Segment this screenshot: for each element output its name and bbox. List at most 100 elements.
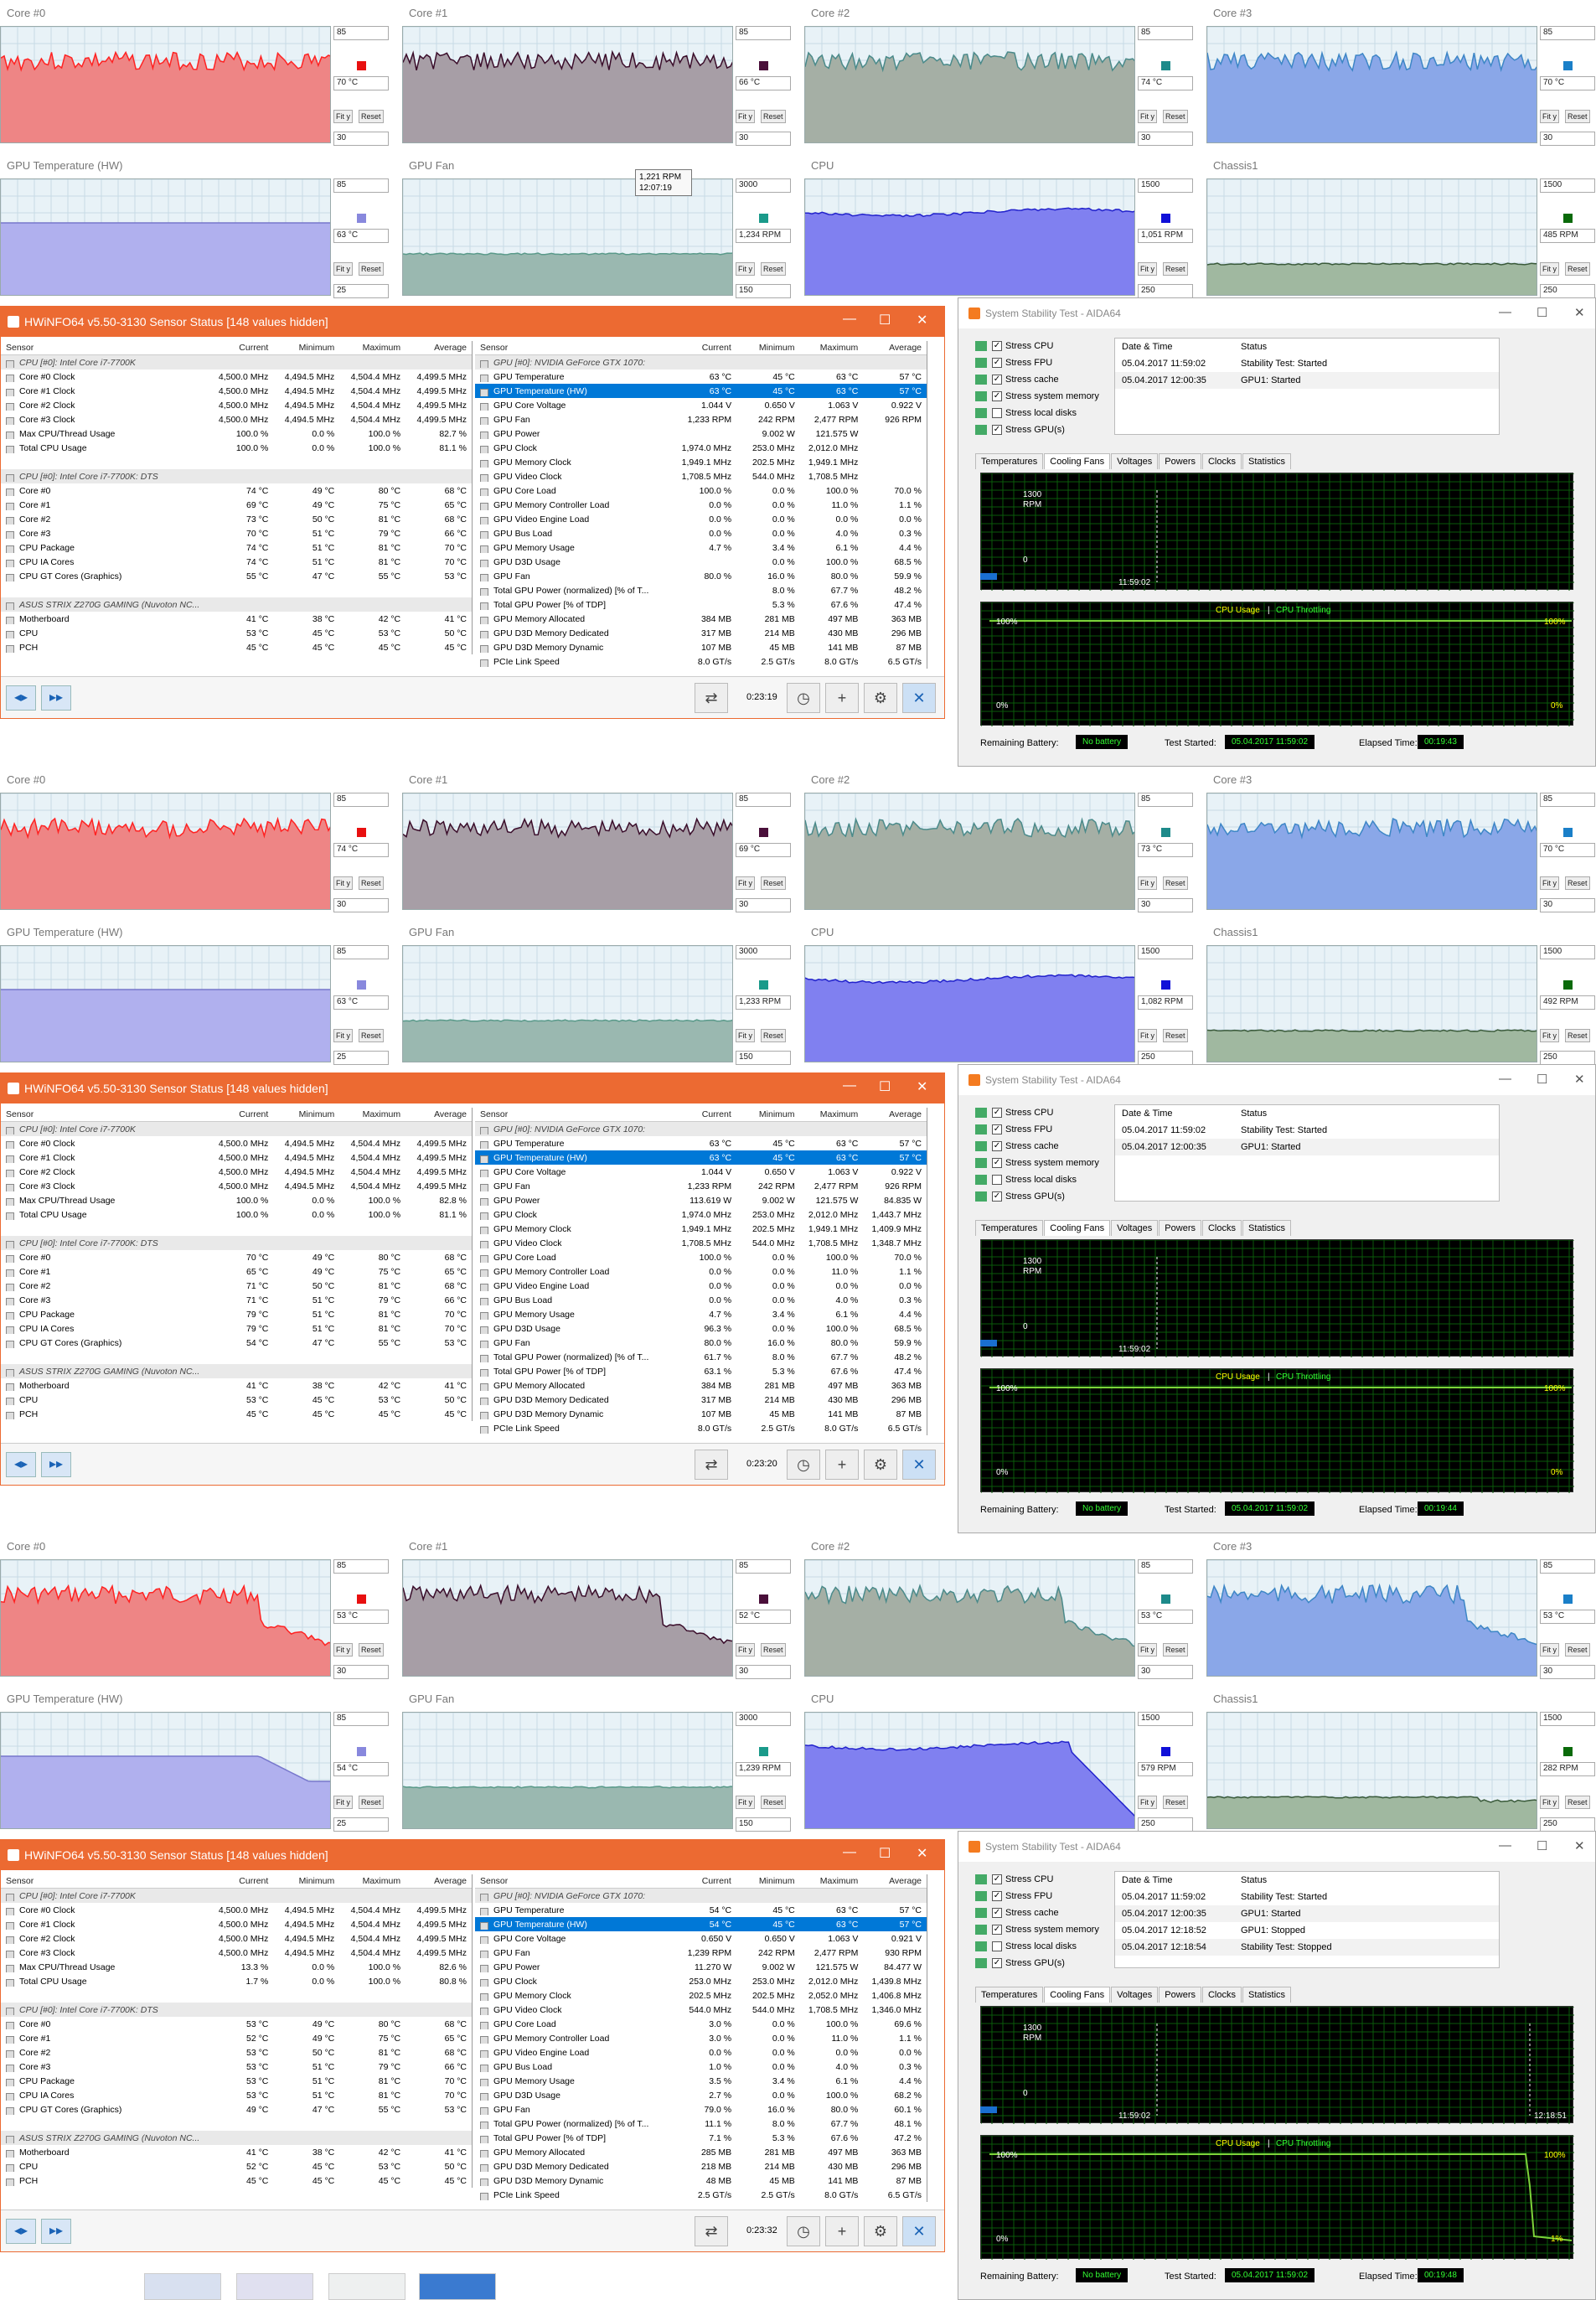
graph-max-field[interactable]: 85 [736, 793, 791, 807]
graph-max-field[interactable]: 1500 [1138, 945, 1193, 959]
sensor-row[interactable]: PCIe Link Speed 8.0 GT/s 2.5 GT/s 8.0 GT/s 6… [475, 1421, 927, 1435]
tab-temperatures[interactable]: Temperatures [975, 1220, 1044, 1236]
sensor-row[interactable]: GPU Memory Controller Load 0.0 % 0.0 % 11.0… [475, 1264, 927, 1279]
minimize-icon[interactable]: — [843, 1845, 856, 1859]
checkbox[interactable]: ✓ [992, 1108, 1002, 1118]
sensor-row[interactable]: CPU 53 °C 45 °C 53 °C 50 °C [1, 1393, 472, 1407]
reset-button[interactable]: Reset [1565, 1796, 1590, 1809]
stress-option[interactable]: Stress local disks [975, 1938, 1099, 1955]
stress-option[interactable]: ✓ Stress CPU [975, 338, 1099, 354]
nav-forward-button[interactable]: ▸▸ [41, 685, 71, 711]
tab-cooling-fans[interactable]: Cooling Fans [1044, 1987, 1111, 2003]
reset-button[interactable]: Reset [761, 876, 786, 890]
sensor-row[interactable]: GPU Fan 80.0 % 16.0 % 80.0 % 59.9 % [475, 1336, 927, 1350]
sensor-row[interactable]: CPU GT Cores (Graphics) 55 °C 47 °C 55 °C 53… [1, 569, 472, 583]
stress-option[interactable]: ✓ Stress cache [975, 1138, 1099, 1155]
sensor-row[interactable]: GPU Core Load 3.0 % 0.0 % 100.0 % 69.6 % [475, 2017, 927, 2031]
sensor-row[interactable]: Core #2 73 °C 50 °C 81 °C 68 °C [1, 512, 472, 526]
sensor-row[interactable]: GPU D3D Memory Dynamic 107 MB 45 MB 141 MB 8… [475, 1407, 927, 1421]
sensor-row[interactable]: GPU D3D Memory Dynamic 48 MB 45 MB 141 MB 87… [475, 2173, 927, 2188]
sensor-row[interactable]: Core #0 74 °C 49 °C 80 °C 68 °C [1, 483, 472, 498]
reset-button[interactable]: Reset [359, 876, 384, 890]
sensor-row[interactable]: PCH 45 °C 45 °C 45 °C 45 °C [1, 2173, 472, 2188]
sensor-group-row[interactable]: CPU [#0]: Intel Core i7-7700K [1, 355, 472, 370]
tab-statistics[interactable]: Statistics [1242, 1220, 1292, 1236]
column-header[interactable]: Sensor [6, 1876, 34, 1886]
sensor-row[interactable]: Motherboard 41 °C 38 °C 42 °C 41 °C [1, 2145, 472, 2159]
sensor-row[interactable]: Total GPU Power (normalized) [% of T... 8… [475, 583, 927, 597]
network-icon[interactable]: ⇄ [695, 1450, 728, 1480]
sensor-row[interactable]: GPU Power 11.270 W 9.002 W 121.575 W 84.477 … [475, 1960, 927, 1974]
sensor-row[interactable] [1, 583, 472, 597]
graph-max-field[interactable]: 1500 [1540, 945, 1595, 959]
fit-y-button[interactable]: Fit y [736, 110, 755, 123]
clock-icon[interactable]: ◷ [787, 683, 820, 713]
stress-option[interactable]: ✓ Stress system memory [975, 1155, 1099, 1171]
sensor-row[interactable]: Core #3 70 °C 51 °C 79 °C 66 °C [1, 526, 472, 540]
maximize-icon[interactable]: ☐ [879, 1080, 891, 1094]
sensor-row[interactable]: Total GPU Power (normalized) [% of T... 6… [475, 1350, 927, 1364]
fit-y-button[interactable]: Fit y [736, 262, 755, 276]
sensor-row[interactable]: GPU Memory Usage 4.7 % 3.4 % 6.1 % 4.4 % [475, 540, 927, 555]
sensor-row[interactable]: GPU Power 9.002 W 121.575 W [475, 426, 927, 441]
sensor-row[interactable]: GPU Bus Load 1.0 % 0.0 % 4.0 % 0.3 % [475, 2060, 927, 2074]
sensor-row[interactable]: GPU Fan 1,239 RPM 242 RPM 2,477 RPM 930 RPM [475, 1946, 927, 1960]
checkbox[interactable] [992, 408, 1002, 418]
minimize-icon[interactable]: — [1499, 305, 1511, 319]
sensor-row[interactable]: Core #2 Clock 4,500.0 MHz 4,494.5 MHz 4,504… [1, 1931, 472, 1946]
tab-voltages[interactable]: Voltages [1111, 1220, 1159, 1236]
graph-max-field[interactable]: 85 [333, 1712, 389, 1726]
reset-button[interactable]: Reset [359, 1796, 384, 1809]
tab-temperatures[interactable]: Temperatures [975, 453, 1044, 469]
sensor-row[interactable]: GPU Fan 1,233 RPM 242 RPM 2,477 RPM 926 RPM [475, 1179, 927, 1193]
column-header[interactable]: Minimum [758, 343, 795, 353]
sensor-row[interactable]: GPU Memory Clock 202.5 MHz 202.5 MHz 2,052.… [475, 1988, 927, 2003]
sensor-row[interactable]: GPU Core Voltage 1.044 V 0.650 V 1.063 V 0.9… [475, 1165, 927, 1179]
sensor-row[interactable]: Core #3 71 °C 51 °C 79 °C 66 °C [1, 1293, 472, 1307]
column-header[interactable]: Sensor [6, 1109, 34, 1119]
graph-max-field[interactable]: 1500 [1540, 1712, 1595, 1726]
stress-option[interactable]: ✓ Stress FPU [975, 1888, 1099, 1905]
reset-button[interactable]: Reset [1565, 262, 1590, 276]
sensor-group-row[interactable]: CPU [#0]: Intel Core i7-7700K: DTS [1, 2003, 472, 2017]
clock-icon[interactable]: ◷ [787, 2216, 820, 2246]
nav-back-button[interactable]: ◂▸ [6, 1452, 36, 1477]
sensor-row[interactable]: Core #1 69 °C 49 °C 75 °C 65 °C [1, 498, 472, 512]
sensor-row[interactable]: PCIe Link Speed 2.5 GT/s 2.5 GT/s 8.0 GT/s 6… [475, 2188, 927, 2202]
column-header[interactable]: Minimum [758, 1109, 795, 1119]
column-header[interactable]: Sensor [480, 1109, 509, 1119]
reset-button[interactable]: Reset [1565, 110, 1590, 123]
reset-button[interactable]: Reset [1163, 1796, 1188, 1809]
fit-y-button[interactable]: Fit y [736, 1643, 755, 1657]
fit-y-button[interactable]: Fit y [333, 262, 353, 276]
nav-forward-button[interactable]: ▸▸ [41, 2219, 71, 2244]
fit-y-button[interactable]: Fit y [1540, 110, 1559, 123]
graph-max-field[interactable]: 85 [1138, 26, 1193, 40]
reset-button[interactable]: Reset [1163, 1643, 1188, 1657]
sensor-row[interactable]: CPU Package 53 °C 51 °C 81 °C 70 °C [1, 2074, 472, 2088]
stress-option[interactable]: ✓ Stress GPU(s) [975, 421, 1099, 438]
stress-option[interactable]: ✓ Stress GPU(s) [975, 1188, 1099, 1205]
reset-button[interactable]: Reset [761, 110, 786, 123]
sensor-row[interactable]: CPU IA Cores 79 °C 51 °C 81 °C 70 °C [1, 1321, 472, 1336]
graph-min-field[interactable]: 150 [736, 1051, 791, 1065]
sensor-row[interactable]: Core #3 Clock 4,500.0 MHz 4,494.5 MHz 4,504… [1, 1946, 472, 1960]
maximize-icon[interactable]: ☐ [1537, 306, 1548, 320]
checkbox[interactable]: ✓ [992, 375, 1002, 385]
stress-option[interactable]: ✓ Stress cache [975, 1905, 1099, 1921]
fit-y-button[interactable]: Fit y [1138, 1796, 1157, 1809]
fit-y-button[interactable]: Fit y [736, 876, 755, 890]
tab-voltages[interactable]: Voltages [1111, 1987, 1159, 2003]
graph-max-field[interactable]: 85 [333, 945, 389, 959]
reset-button[interactable]: Reset [761, 1796, 786, 1809]
column-header[interactable]: Average [889, 1876, 922, 1886]
sensor-row[interactable]: Total GPU Power [% of TDP] 7.1 % 5.3 % 67.6… [475, 2131, 927, 2145]
column-header[interactable]: Average [434, 1109, 467, 1119]
graph-max-field[interactable]: 85 [736, 26, 791, 40]
sensor-row[interactable]: Core #0 53 °C 49 °C 80 °C 68 °C [1, 2017, 472, 2031]
sensor-group-row[interactable]: GPU [#0]: NVIDIA GeForce GTX 1070: [475, 1889, 927, 1903]
sensor-row[interactable]: PCH 45 °C 45 °C 45 °C 45 °C [1, 1407, 472, 1421]
stress-option[interactable]: ✓ Stress system memory [975, 388, 1099, 405]
settings-icon[interactable]: ⚙ [864, 683, 897, 713]
taskbar-thumbnail[interactable] [144, 2273, 221, 2300]
